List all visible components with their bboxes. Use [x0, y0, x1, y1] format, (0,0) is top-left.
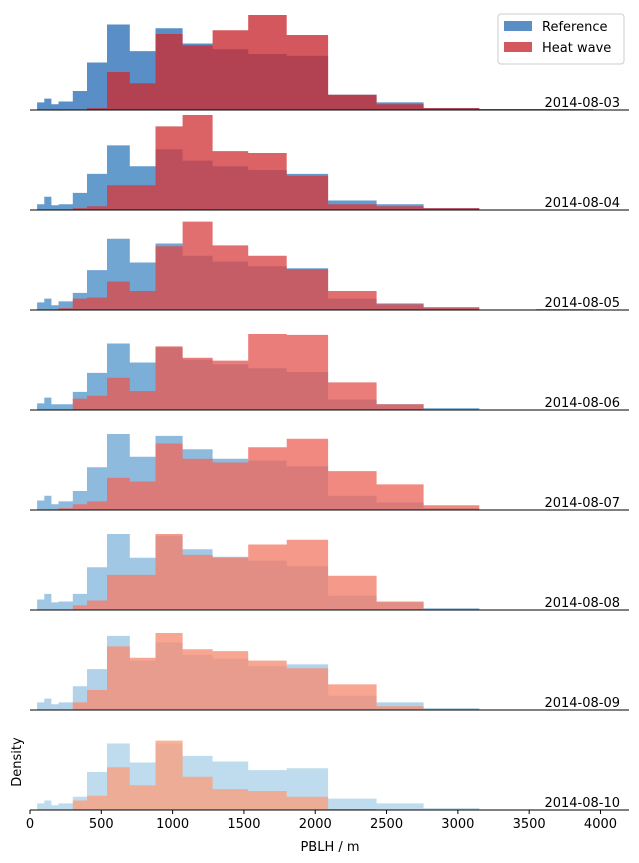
legend-swatch-heatwave [504, 42, 532, 52]
histogram-panels: 2014-08-03 2014-08-04 2014-08-05 2014-08-06… [30, 15, 629, 811]
legend-swatch-reference [504, 21, 532, 31]
x-axis: 0 500 1000 1500 2000 2500 3000 3500 4000 [26, 810, 617, 832]
panel-date-label: 2014-08-04 [544, 196, 620, 211]
legend-entry: Reference [542, 20, 607, 35]
panel-2014-08-09: 2014-08-09 [30, 633, 629, 711]
heatwave-histogram [37, 115, 594, 210]
panel-date-label: 2014-08-06 [544, 396, 620, 411]
panel-2014-08-08: 2014-08-08 [30, 534, 629, 611]
panel-date-label: 2014-08-03 [544, 96, 620, 111]
heatwave-histogram [37, 633, 594, 710]
panel-2014-08-03: 2014-08-03 [30, 15, 629, 111]
panel-2014-08-10: 2014-08-10 [30, 740, 629, 811]
panel-2014-08-06: 2014-08-06 [30, 334, 629, 411]
panel-2014-08-04: 2014-08-04 [30, 115, 629, 211]
x-tick-label: 2000 [299, 817, 332, 832]
heatwave-histogram [37, 221, 594, 310]
x-tick-label: 4000 [584, 817, 617, 832]
x-tick-label: 2500 [370, 817, 403, 832]
x-tick-label: 1500 [227, 817, 260, 832]
panel-date-label: 2014-08-08 [544, 596, 620, 611]
panel-date-label: 2014-08-07 [544, 496, 620, 511]
panel-date-label: 2014-08-05 [544, 296, 620, 311]
x-tick-label: 1000 [156, 817, 189, 832]
legend: Reference Heat wave [497, 13, 625, 65]
heatwave-histogram [37, 534, 594, 610]
panel-date-label: 2014-08-09 [544, 696, 620, 711]
heatwave-histogram [37, 15, 594, 110]
heatwave-histogram [37, 740, 594, 810]
panel-date-label: 2014-08-10 [544, 796, 620, 811]
x-tick-label: 3500 [513, 817, 546, 832]
x-tick-label: 500 [89, 817, 114, 832]
x-tick-label: 0 [26, 817, 34, 832]
panel-2014-08-05: 2014-08-05 [30, 221, 629, 311]
x-axis-label: PBLH / m [300, 840, 359, 855]
panel-2014-08-07: 2014-08-07 [30, 434, 629, 511]
heatwave-histogram [37, 438, 594, 510]
y-axis-label: Density [10, 737, 25, 787]
x-tick-label: 3000 [441, 817, 474, 832]
legend-entry: Heat wave [542, 41, 611, 56]
heatwave-histogram [37, 334, 594, 410]
